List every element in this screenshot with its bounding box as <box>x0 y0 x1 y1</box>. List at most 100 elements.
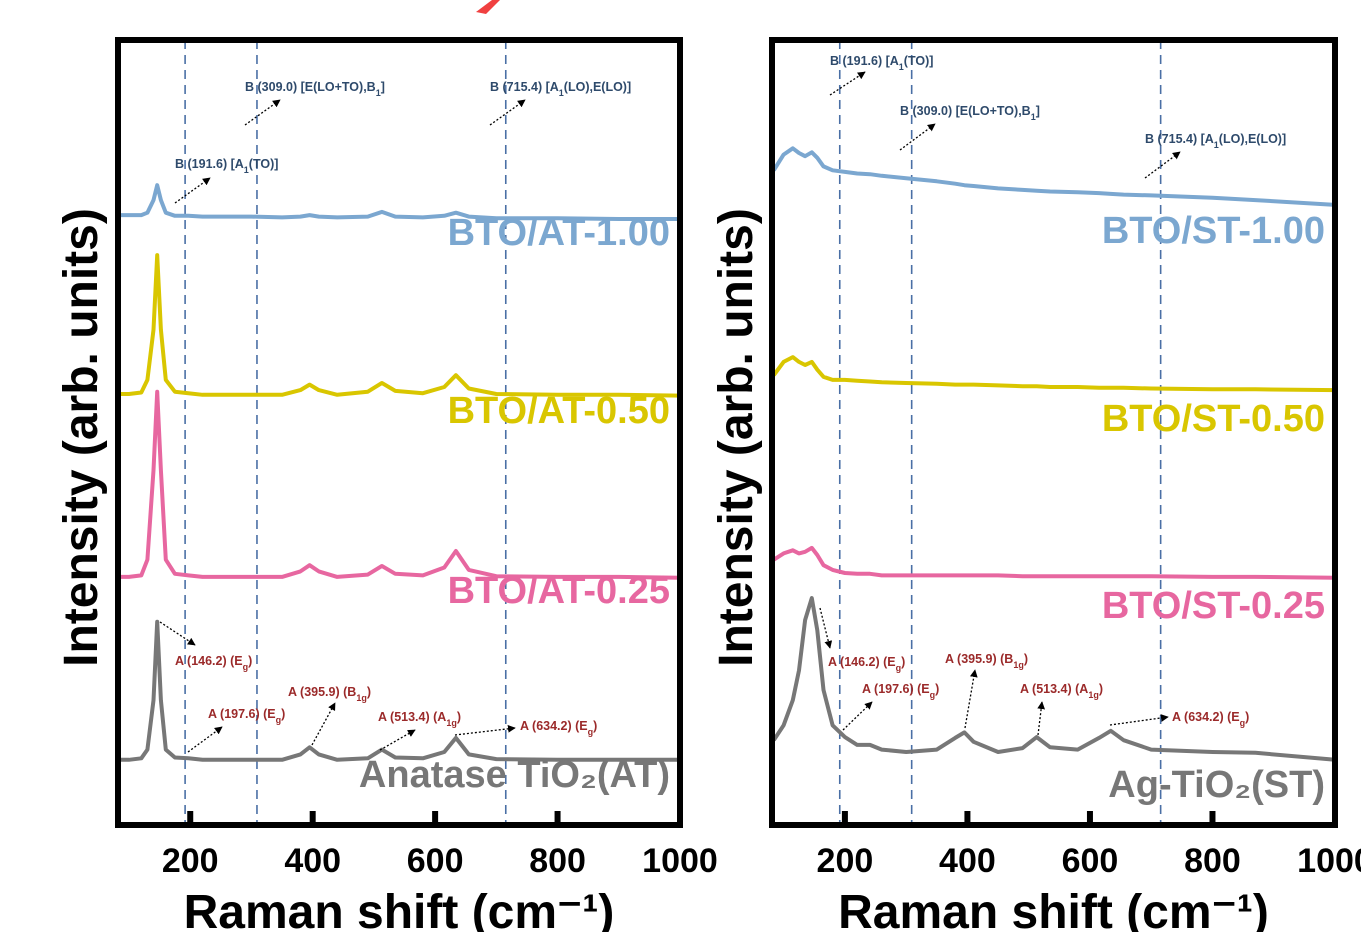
annotation-part: ) <box>593 719 597 733</box>
annotation-arrow <box>159 621 196 646</box>
series-label: Ag-TiO₂(ST) <box>1108 764 1325 806</box>
annotation-part: ) <box>901 655 905 669</box>
annotation-part: g <box>243 662 249 672</box>
annotation-part: 1 <box>1031 112 1036 122</box>
annotation-part: ) <box>457 710 461 724</box>
y-axis-label: Intensity (arb. units) <box>55 208 108 667</box>
annotation-part: ] <box>1036 104 1040 118</box>
annotation-part: A (197.6) (E <box>208 707 276 721</box>
x-tick-label: 600 <box>407 842 464 880</box>
annotation-part: A (634.2) (E <box>520 719 588 733</box>
annotation-part: 1 <box>376 88 381 98</box>
annotation-part: (TO)] <box>249 157 279 171</box>
annotation: A (146.2) (Eg) <box>175 654 252 672</box>
annotation: A (197.6) (Eg) <box>862 682 939 700</box>
annotation-part: ) <box>367 685 371 699</box>
annotation-part: B (715.4) [A <box>1145 132 1214 146</box>
annotation-part: 1g <box>356 693 367 703</box>
annotation-part: 1 <box>244 165 249 175</box>
annotation-part: ) <box>1245 710 1249 724</box>
annotation-part: ) <box>1024 652 1028 666</box>
annotation-part: ) <box>1099 682 1103 696</box>
annotation-part: g <box>896 663 902 673</box>
annotation: A (146.2) (Eg) <box>828 655 905 673</box>
annotation-part: 1g <box>446 718 457 728</box>
annotation: A (634.2) (Eg) <box>520 719 597 737</box>
annotation-arrow <box>1144 151 1181 179</box>
annotation-part: ) <box>281 707 285 721</box>
spectrum-line <box>118 183 680 221</box>
x-tick-label: 200 <box>162 842 219 880</box>
annotation-part: 1 <box>559 88 564 98</box>
annotation-arrow <box>379 729 416 751</box>
annotation: B (309.0) [E(LO+TO),B1] <box>245 80 385 98</box>
annotation-arrow <box>311 702 336 746</box>
spectrum-line <box>118 253 681 398</box>
decoration <box>476 0 500 14</box>
annotation-part: B (309.0) [E(LO+TO),B <box>245 80 376 94</box>
annotation: B (191.6) [A1(TO)] <box>175 157 278 175</box>
annotation-part: g <box>588 727 594 737</box>
annotation-part: 1 <box>899 62 904 72</box>
annotation-part: (LO),E(LO)] <box>564 80 631 94</box>
annotation-arrow <box>244 99 281 126</box>
annotation-arrow <box>489 99 526 126</box>
annotation-part: ] <box>381 80 385 94</box>
annotation-part: B (309.0) [E(LO+TO),B <box>900 104 1031 118</box>
spectrum-line <box>772 596 1336 762</box>
x-tick-label: 800 <box>1184 842 1241 880</box>
annotation-arrow <box>1037 701 1046 736</box>
spectrum-line <box>772 545 1336 580</box>
annotation-part: B (715.4) [A <box>490 80 559 94</box>
spectrum-line <box>772 146 1336 207</box>
annotation-part: g <box>276 715 282 725</box>
annotation-arrow <box>964 669 978 729</box>
annotation-part: 1g <box>1013 660 1024 670</box>
series-label: Anatase TiO₂(AT) <box>359 754 670 796</box>
annotation: A (634.2) (Eg) <box>1172 710 1249 728</box>
annotation-part: A (513.4) (A <box>378 710 446 724</box>
annotation: B (715.4) [A1(LO),E(LO)] <box>490 80 631 98</box>
x-tick-label: 600 <box>1062 842 1119 880</box>
plot-frame <box>115 37 683 828</box>
annotation-part: A (513.4) (A <box>1020 682 1088 696</box>
annotation-arrow <box>829 71 866 96</box>
annotation-part: A (146.2) (E <box>175 654 243 668</box>
annotation-part: g <box>1240 718 1246 728</box>
annotation-part: A (634.2) (E <box>1172 710 1240 724</box>
annotation-arrow <box>1109 714 1169 726</box>
annotation-part: B (191.6) [A <box>830 54 899 68</box>
series-label: BTO/AT-0.50 <box>448 390 670 432</box>
series-label: BTO/ST-1.00 <box>1102 210 1325 252</box>
annotation-part: (TO)] <box>904 54 934 68</box>
spectrum-line <box>772 355 1336 393</box>
x-tick-label: 1000 <box>642 842 718 880</box>
annotation: B (715.4) [A1(LO),E(LO)] <box>1145 132 1286 150</box>
x-tick-label: 1000 <box>1297 842 1361 880</box>
x-tick-label: 400 <box>284 842 341 880</box>
annotation-arrow <box>174 177 211 204</box>
annotation-arrow <box>899 123 936 151</box>
x-tick-label: 400 <box>939 842 996 880</box>
annotation-part: A (395.9) (B <box>288 685 356 699</box>
series-label: BTO/ST-0.25 <box>1102 585 1325 627</box>
annotation-arrow <box>819 607 833 649</box>
spectrum-line <box>118 619 680 762</box>
annotation: A (513.4) (A1g) <box>1020 682 1103 700</box>
annotation: B (309.0) [E(LO+TO),B1] <box>900 104 1040 122</box>
x-tick-label: 200 <box>817 842 874 880</box>
x-axis-label: Raman shift (cm⁻¹) <box>184 886 615 932</box>
series-label: BTO/ST-0.50 <box>1102 398 1325 440</box>
annotation-part: ) <box>248 654 252 668</box>
x-tick-label: 800 <box>529 842 586 880</box>
annotation: A (197.6) (Eg) <box>208 707 285 725</box>
plot-frame <box>769 37 1338 828</box>
annotation-part: (LO),E(LO)] <box>1219 132 1286 146</box>
series-label: BTO/AT-0.25 <box>448 570 670 612</box>
annotation: A (395.9) (B1g) <box>945 652 1028 670</box>
annotation-part: 1g <box>1088 690 1099 700</box>
annotation-part: A (146.2) (E <box>828 655 896 669</box>
x-axis-label: Raman shift (cm⁻¹) <box>838 886 1269 932</box>
annotation-part: A (395.9) (B <box>945 652 1013 666</box>
